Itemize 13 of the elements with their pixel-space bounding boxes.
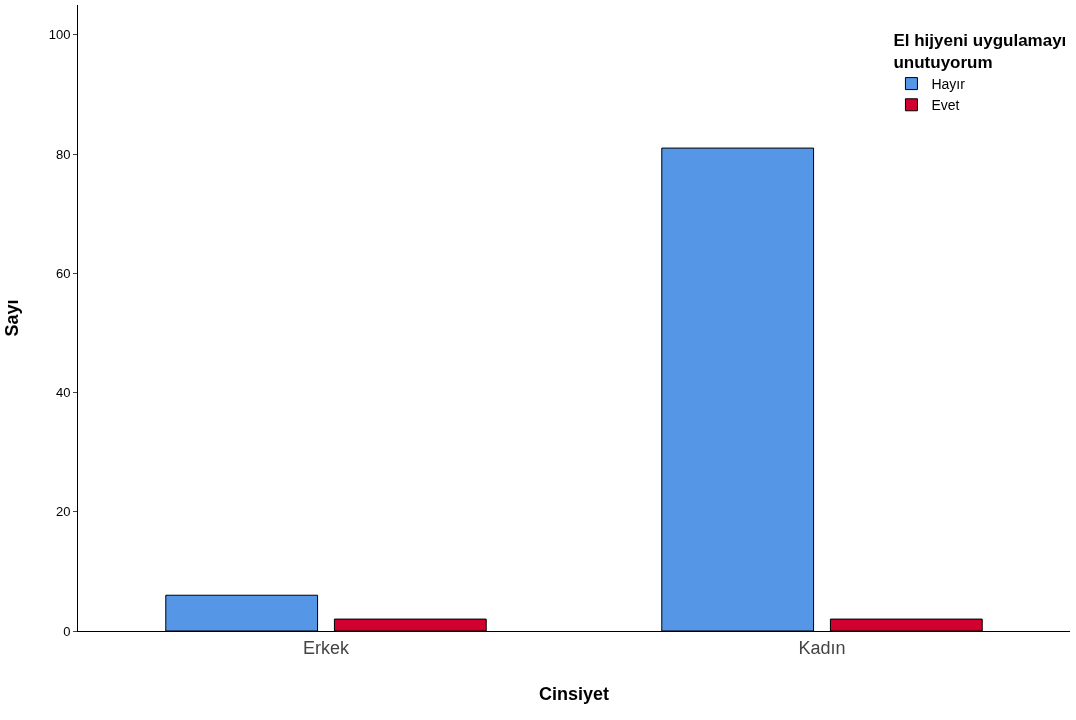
- x-tick-label: Kadın: [798, 637, 846, 658]
- y-axis-title: Sayı: [1, 299, 22, 337]
- legend-title: El hijyeni uygulamayı unutuyorum: [893, 30, 1067, 72]
- legend-label: Evet: [931, 97, 960, 114]
- y-tick-label: 20: [55, 504, 71, 520]
- y-tick-label: 80: [55, 146, 71, 162]
- y-tick-label: 100: [48, 27, 71, 43]
- x-axis-title: Cinsiyet: [538, 683, 610, 704]
- y-tick-label: 0: [63, 623, 71, 639]
- y-tick-label: 60: [55, 265, 71, 281]
- y-tick-label: 40: [55, 385, 71, 401]
- legend-label: Hayır: [931, 76, 966, 93]
- x-tick-label: Erkek: [302, 637, 350, 658]
